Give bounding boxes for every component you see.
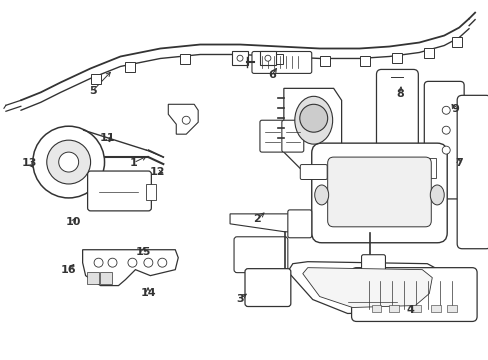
Bar [392, 53, 402, 63]
Bar [232, 51, 247, 65]
FancyBboxPatch shape [300, 165, 326, 180]
Polygon shape [287, 262, 441, 314]
Text: 14: 14 [140, 288, 156, 298]
Polygon shape [229, 214, 299, 232]
Bar [272, 54, 282, 64]
Text: 9: 9 [450, 104, 458, 114]
Ellipse shape [294, 96, 332, 144]
Text: 16: 16 [60, 265, 76, 275]
Circle shape [299, 104, 327, 132]
Bar [371, 305, 381, 312]
Text: 8: 8 [396, 89, 404, 99]
Circle shape [108, 258, 117, 267]
Ellipse shape [429, 185, 443, 205]
Text: 2: 2 [252, 215, 260, 224]
Text: 5: 5 [88, 86, 96, 96]
Polygon shape [283, 88, 341, 170]
FancyBboxPatch shape [281, 120, 303, 152]
Circle shape [441, 106, 449, 114]
Text: 13: 13 [21, 158, 37, 168]
FancyBboxPatch shape [244, 269, 290, 306]
Text: 4: 4 [406, 305, 413, 315]
Bar [427, 158, 435, 178]
FancyBboxPatch shape [251, 51, 311, 73]
Circle shape [143, 258, 153, 267]
Bar [410, 305, 421, 312]
Circle shape [182, 116, 190, 124]
Text: 10: 10 [65, 217, 81, 227]
Text: 11: 11 [99, 133, 115, 143]
Bar [233, 53, 243, 62]
Circle shape [441, 126, 449, 134]
Circle shape [237, 55, 243, 61]
Bar [125, 62, 135, 72]
Circle shape [94, 258, 103, 267]
FancyBboxPatch shape [234, 237, 287, 273]
FancyBboxPatch shape [376, 69, 417, 175]
Bar [447, 305, 456, 312]
Circle shape [158, 258, 166, 267]
FancyBboxPatch shape [287, 210, 311, 238]
Bar [86, 272, 99, 284]
FancyBboxPatch shape [327, 157, 430, 227]
Circle shape [128, 258, 137, 267]
Text: 15: 15 [135, 247, 151, 257]
FancyBboxPatch shape [424, 81, 463, 199]
Bar [388, 305, 399, 312]
Bar [180, 54, 190, 64]
FancyBboxPatch shape [456, 95, 488, 249]
Bar [430, 305, 440, 312]
FancyBboxPatch shape [351, 268, 476, 321]
Circle shape [441, 146, 449, 154]
Circle shape [33, 126, 104, 198]
Polygon shape [168, 104, 198, 134]
FancyBboxPatch shape [260, 120, 283, 152]
Circle shape [59, 152, 79, 172]
Bar [90, 75, 101, 84]
Bar [451, 37, 461, 46]
Ellipse shape [314, 185, 328, 205]
Text: 6: 6 [267, 70, 275, 80]
Bar [359, 56, 369, 66]
FancyBboxPatch shape [87, 171, 151, 211]
Circle shape [47, 140, 90, 184]
Text: 3: 3 [235, 294, 243, 304]
Polygon shape [82, 250, 178, 285]
Bar [260, 51, 275, 65]
Text: 1: 1 [129, 158, 137, 168]
Bar [319, 57, 329, 67]
Bar [100, 272, 111, 284]
Polygon shape [302, 268, 431, 307]
Text: 12: 12 [150, 167, 165, 177]
Text: 7: 7 [454, 158, 462, 168]
Bar [424, 48, 433, 58]
Circle shape [264, 55, 270, 61]
FancyBboxPatch shape [361, 255, 385, 275]
Bar [146, 184, 156, 200]
FancyBboxPatch shape [311, 143, 447, 243]
